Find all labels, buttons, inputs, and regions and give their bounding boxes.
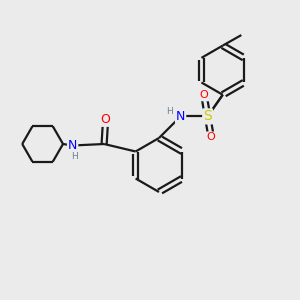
Text: O: O: [101, 113, 111, 126]
Text: H: H: [71, 152, 77, 161]
Text: O: O: [200, 90, 208, 100]
Text: N: N: [68, 139, 77, 152]
Text: H: H: [166, 106, 172, 116]
Text: N: N: [176, 110, 185, 123]
Text: O: O: [207, 132, 216, 142]
Text: S: S: [203, 110, 212, 123]
